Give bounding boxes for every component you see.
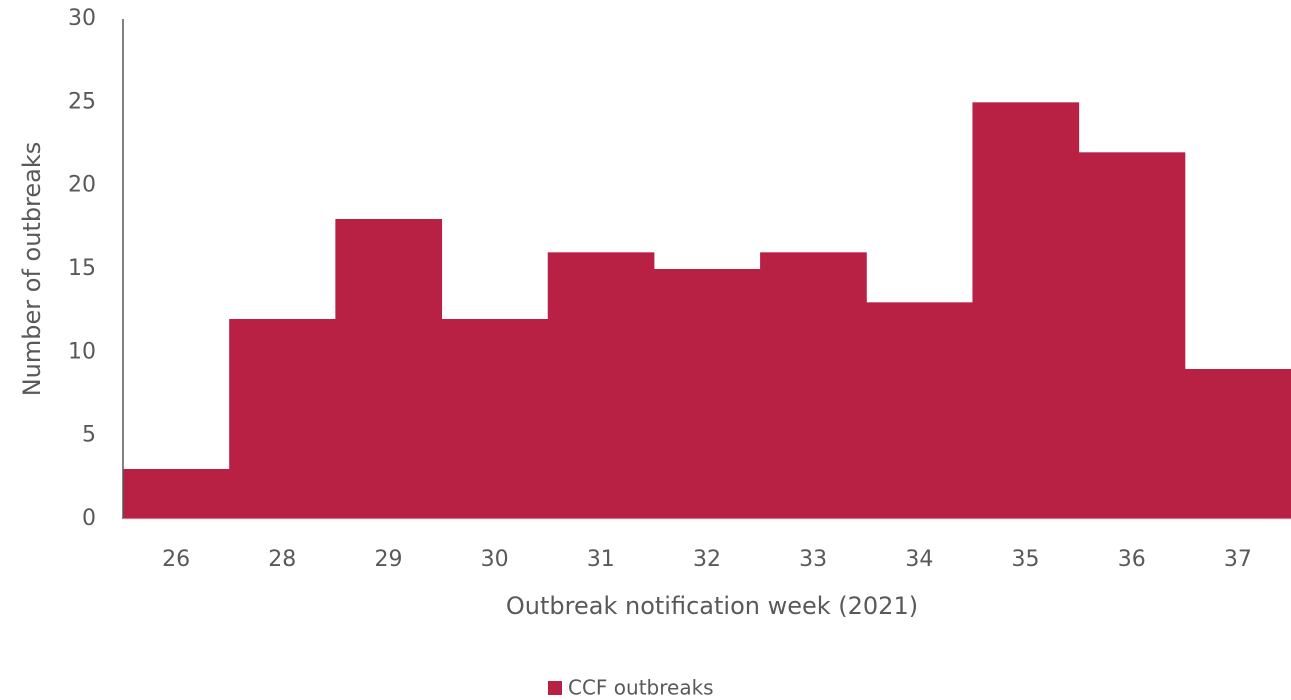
bar [229,319,336,519]
legend-label: CCF outbreaks [568,676,714,700]
bar [1078,152,1186,520]
y-tick-label: 10 [68,339,96,364]
x-tick-label: 26 [162,547,190,572]
x-tick-label: 35 [1012,547,1040,572]
x-tick-label: 32 [693,547,721,572]
bar [972,102,1080,519]
y-tick-label: 20 [68,173,96,198]
bar [441,319,549,519]
x-tick-label: 34 [905,547,933,572]
bar [760,252,867,520]
bar [335,219,443,519]
x-tick-label: 36 [1118,547,1146,572]
y-tick-label: 25 [68,89,96,114]
y-axis-title: Number of outbreaks [18,142,46,397]
x-tick-label: 28 [268,547,296,572]
x-tick-label: 31 [587,547,615,572]
x-tick-label: 30 [481,547,509,572]
bar [123,469,230,519]
y-tick-label: 5 [82,423,96,448]
legend-swatch [548,681,562,695]
bar [547,252,655,520]
bar [1184,369,1291,519]
x-tick-label: 37 [1224,547,1252,572]
y-tick-label: 30 [68,6,96,31]
y-tick-label: 0 [82,506,96,531]
bar [653,269,761,519]
x-axis-title: Outbreak notification week (2021) [506,592,918,620]
x-tick-label: 29 [374,547,402,572]
x-tick-label: 33 [799,547,827,572]
bar [866,302,973,519]
y-tick-label: 15 [68,256,96,281]
